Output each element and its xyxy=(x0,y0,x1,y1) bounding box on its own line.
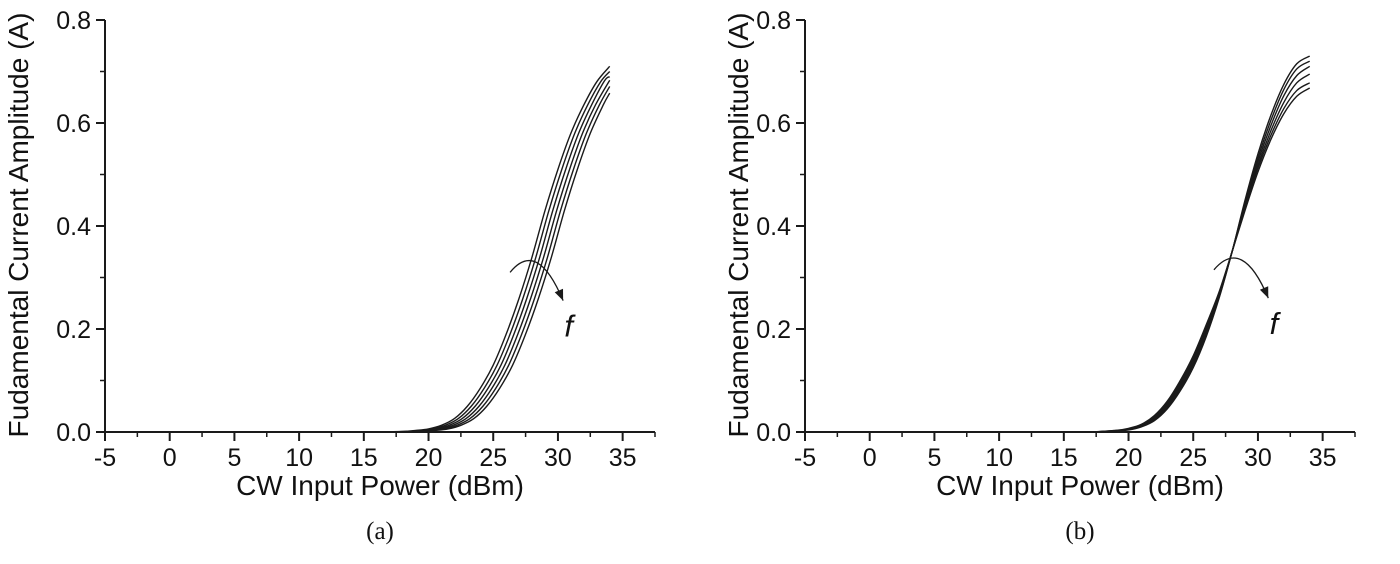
y-tick-label: 0.6 xyxy=(756,110,791,138)
x-tick-label: 15 xyxy=(1050,444,1078,472)
x-tick-label: 25 xyxy=(1179,444,1207,472)
x-tick-label: 30 xyxy=(544,444,572,472)
plot-area-b: -5 0 5 10 15 20 25 30 35 0.0 0.2 0.4 0.6 0.8 f xyxy=(756,7,1356,472)
freq-arrowhead xyxy=(1259,286,1269,299)
curve-curve6 xyxy=(1050,87,1311,433)
y-tick-label: 0.6 xyxy=(56,110,91,138)
x-tick-label: 0 xyxy=(863,444,877,472)
curve-curve4 xyxy=(1050,73,1311,433)
freq-label: f xyxy=(564,309,576,344)
x-axis-label-b: CW Input Power (dBm) xyxy=(936,470,1224,501)
x-tick-label: 10 xyxy=(285,444,313,472)
curve-curve2 xyxy=(350,71,611,433)
x-tick-label: 35 xyxy=(1309,444,1337,472)
x-tick-label: 10 xyxy=(985,444,1013,472)
y-axis-label-b: Fudamental Current Amplitude (A) xyxy=(723,12,754,438)
y-tick-label: 0.4 xyxy=(756,213,791,241)
x-tick-label: -5 xyxy=(794,444,816,472)
x-tick-label: 0 xyxy=(163,444,177,472)
curve-curve6 xyxy=(350,92,611,433)
curve-curve5 xyxy=(350,86,611,433)
x-tick-label: 35 xyxy=(609,444,637,472)
y-tick-label: 0.0 xyxy=(56,419,91,447)
y-axis-label-a: Fudamental Current Amplitude (A) xyxy=(3,12,34,438)
curve-curve1 xyxy=(350,65,611,433)
curve-curve3 xyxy=(350,76,611,433)
y-tick-label: 0.0 xyxy=(756,419,791,447)
axes xyxy=(804,20,1355,433)
x-tick-label: -5 xyxy=(94,444,116,472)
x-tick-label: 5 xyxy=(927,444,941,472)
y-tick-label: 0.8 xyxy=(56,7,91,35)
y-tick-label: 0.4 xyxy=(56,213,91,241)
x-tick-label: 5 xyxy=(227,444,241,472)
axes xyxy=(104,20,655,433)
chart-panel-a: -5 0 5 10 15 20 25 30 35 0.0 0.2 0.4 0.6 0.8 f Fudamen… xyxy=(3,7,656,545)
chart-panel-b: -5 0 5 10 15 20 25 30 35 0.0 0.2 0.4 0.6 0.8 f Fudamen… xyxy=(700,0,1400,564)
freq-arrowhead xyxy=(554,288,564,301)
panel-caption-a: (a) xyxy=(366,518,394,545)
freq-label: f xyxy=(1270,306,1282,341)
x-tick-label: 20 xyxy=(415,444,443,472)
freq-arrow xyxy=(509,260,564,301)
panel-caption-b: (b) xyxy=(1065,518,1095,545)
x-tick-label: 20 xyxy=(1115,444,1143,472)
y-tick-label: 0.8 xyxy=(756,7,791,35)
plot-area-a: -5 0 5 10 15 20 25 30 35 0.0 0.2 0.4 0.6 0.8 f xyxy=(56,7,656,472)
y-tick-label: 0.2 xyxy=(756,316,791,344)
x-axis-label-a: CW Input Power (dBm) xyxy=(236,470,524,501)
x-tick-label: 15 xyxy=(350,444,378,472)
x-tick-label: 30 xyxy=(1244,444,1272,472)
x-tick-label: 25 xyxy=(479,444,507,472)
y-tick-label: 0.2 xyxy=(56,316,91,344)
freq-arrow xyxy=(1213,257,1269,299)
curve-curve1 xyxy=(1050,55,1311,433)
